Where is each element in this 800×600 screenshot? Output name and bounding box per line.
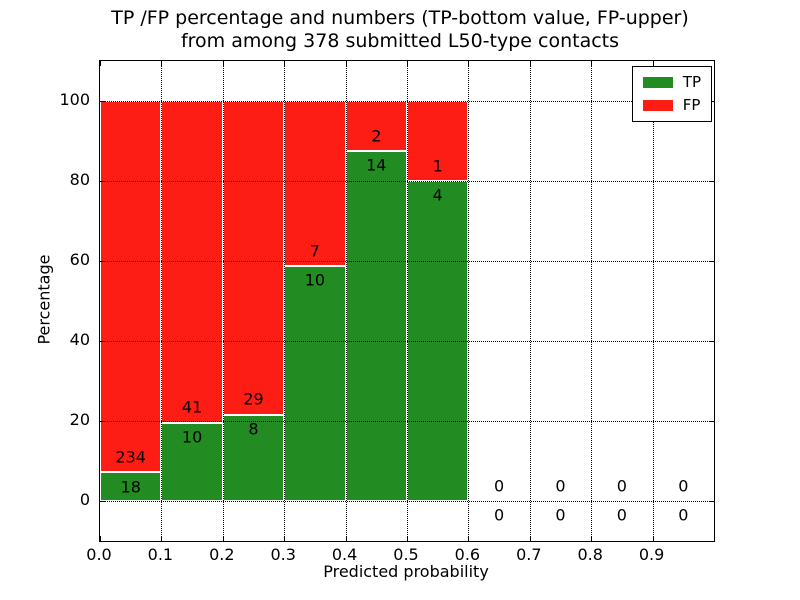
fp-count-label: 7 xyxy=(309,241,320,260)
y-tick xyxy=(100,501,105,502)
x-tick xyxy=(222,536,224,541)
x-tick xyxy=(407,536,408,541)
tp-count-label: 0 xyxy=(555,505,566,525)
x-tick xyxy=(161,536,163,541)
x-tick xyxy=(591,536,593,541)
legend-swatch-tp xyxy=(642,77,673,88)
y-tick-right xyxy=(709,181,714,182)
x-tick-top xyxy=(591,61,593,66)
x-tick xyxy=(529,536,531,541)
x-tick-top xyxy=(222,61,224,66)
y-tick-right xyxy=(709,501,714,502)
y-tick-label: 100 xyxy=(59,90,90,109)
x-tick-label: 0.7 xyxy=(516,545,542,564)
legend-label-tp: TP xyxy=(682,73,701,91)
y-tick-label: 40 xyxy=(69,330,90,349)
x-tick-top xyxy=(652,61,654,66)
y-tick-label: 60 xyxy=(69,250,90,269)
y-tick-label: 20 xyxy=(69,410,90,429)
x-tick xyxy=(345,536,347,541)
tp-count-label: 0 xyxy=(494,505,505,525)
fp-bar xyxy=(284,101,346,266)
y-tick-label: 80 xyxy=(69,170,90,189)
legend: TP FP xyxy=(631,66,712,122)
y-axis-label: Percentage xyxy=(34,254,54,345)
v-gridline xyxy=(161,61,163,541)
tp-count-label: 0 xyxy=(616,505,627,525)
x-tick-label: 0.0 xyxy=(86,545,112,564)
x-axis-label: Predicted probability xyxy=(323,562,489,581)
fp-count-label: 0 xyxy=(616,476,627,496)
tp-bar xyxy=(345,151,407,501)
chart-title-line2: from among 378 submitted L50-type contac… xyxy=(180,30,620,52)
tp-count-label: 10 xyxy=(181,427,203,447)
tp-count-label: 4 xyxy=(432,185,443,205)
x-tick-label: 0.5 xyxy=(393,545,419,564)
x-tick-label: 0.6 xyxy=(454,545,481,564)
y-tick-right xyxy=(709,421,714,422)
x-tick-top xyxy=(100,61,101,66)
fp-count-label: 2 xyxy=(371,126,382,146)
tp-bar xyxy=(161,422,223,501)
x-tick-label: 0.9 xyxy=(638,545,665,564)
fp-count-label: 234 xyxy=(115,447,146,467)
tp-count-label: 14 xyxy=(366,155,387,175)
x-tick xyxy=(652,536,654,541)
tp-count-label: 0 xyxy=(678,505,689,525)
x-tick-top xyxy=(161,61,163,66)
chart-title: TP /FP percentage and numbers (TP-bottom… xyxy=(93,7,707,53)
x-tick xyxy=(100,536,101,541)
x-tick-top xyxy=(345,61,347,66)
x-tick-top xyxy=(407,61,408,66)
y-tick xyxy=(100,341,105,342)
legend-item-tp: TP xyxy=(642,73,701,91)
plot-area: 234 18 41 10 29 8 7 10 2 14 1 4 0 0 0 0 0 0 0 0 TP FP xyxy=(99,60,715,542)
y-tick xyxy=(100,261,105,262)
fp-count-label: 0 xyxy=(678,476,689,496)
x-tick-label: 0.2 xyxy=(209,545,235,564)
y-tick-right xyxy=(709,341,714,342)
x-tick-label: 0.8 xyxy=(577,545,603,564)
y-tick xyxy=(100,101,105,102)
fp-count-label: 41 xyxy=(181,397,203,417)
tp-count-label: 18 xyxy=(120,477,141,497)
v-gridline xyxy=(529,61,531,541)
legend-label-fp: FP xyxy=(682,96,701,114)
v-gridline xyxy=(284,61,286,541)
fp-bar xyxy=(222,101,285,415)
fp-count-label: 0 xyxy=(555,476,566,496)
y-tick-right xyxy=(709,261,714,262)
v-gridline xyxy=(222,61,224,541)
tp-count-label: 10 xyxy=(304,270,326,290)
tp-bar xyxy=(100,472,162,501)
x-tick xyxy=(284,536,286,541)
y-tick xyxy=(100,421,105,422)
v-gridline xyxy=(652,61,654,541)
y-tick xyxy=(100,181,105,182)
v-gridline xyxy=(407,61,408,541)
fp-count-label: 1 xyxy=(432,156,443,176)
y-tick-label: 0 xyxy=(79,490,90,509)
v-gridline xyxy=(591,61,593,541)
tp-count-label: 8 xyxy=(248,419,259,439)
x-tick xyxy=(468,536,470,541)
chart-title-line1: TP /FP percentage and numbers (TP-bottom… xyxy=(111,7,689,29)
x-tick-label: 0.1 xyxy=(147,545,174,564)
x-tick-label: 0.3 xyxy=(270,545,296,564)
legend-item-fp: FP xyxy=(642,96,701,114)
fp-bar xyxy=(100,101,162,473)
v-gridline xyxy=(345,61,347,541)
fp-count-label: 29 xyxy=(243,389,264,409)
v-gridline xyxy=(468,61,470,541)
tp-bar xyxy=(284,265,346,501)
legend-swatch-fp xyxy=(642,100,673,111)
fp-count-label: 0 xyxy=(494,476,505,496)
x-tick-label: 0.4 xyxy=(331,545,358,564)
x-tick-top xyxy=(529,61,531,66)
x-tick-top xyxy=(468,61,470,66)
x-tick-top xyxy=(284,61,286,66)
